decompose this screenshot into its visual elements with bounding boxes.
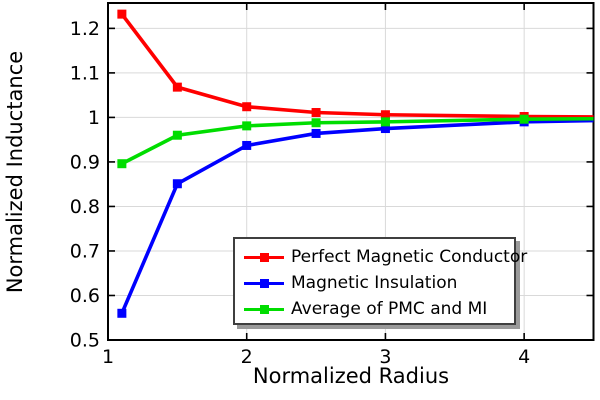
legend-label-pmc: Perfect Magnetic Conductor: [291, 247, 528, 267]
legend: Perfect Magnetic Conductor Magnetic Insu…: [233, 237, 527, 325]
svg-text:1: 1: [88, 107, 100, 129]
svg-text:4: 4: [518, 346, 530, 368]
legend-marker-avg-icon: [244, 304, 284, 315]
svg-text:0.7: 0.7: [70, 240, 100, 262]
legend-marker-mi-icon: [244, 278, 284, 289]
legend-marker-pmc-icon: [244, 252, 284, 263]
svg-text:0.9: 0.9: [70, 151, 100, 173]
x-axis-title: Normalized Radius: [252, 364, 450, 388]
svg-text:3: 3: [379, 346, 391, 368]
svg-text:0.5: 0.5: [70, 330, 100, 352]
svg-text:2: 2: [241, 346, 253, 368]
legend-item-mi: Magnetic Insulation: [244, 270, 514, 296]
svg-text:1: 1: [102, 346, 114, 368]
legend-item-avg: Average of PMC and MI: [244, 296, 514, 322]
svg-text:0.6: 0.6: [70, 285, 100, 307]
svg-text:0.8: 0.8: [70, 196, 100, 218]
legend-label-mi: Magnetic Insulation: [291, 273, 458, 293]
legend-item-pmc: Perfect Magnetic Conductor: [244, 244, 527, 270]
svg-text:1.2: 1.2: [70, 18, 100, 40]
legend-label-avg: Average of PMC and MI: [291, 299, 488, 319]
y-axis-title: Normalized Inductance: [3, 50, 27, 294]
svg-text:1.1: 1.1: [70, 62, 100, 84]
